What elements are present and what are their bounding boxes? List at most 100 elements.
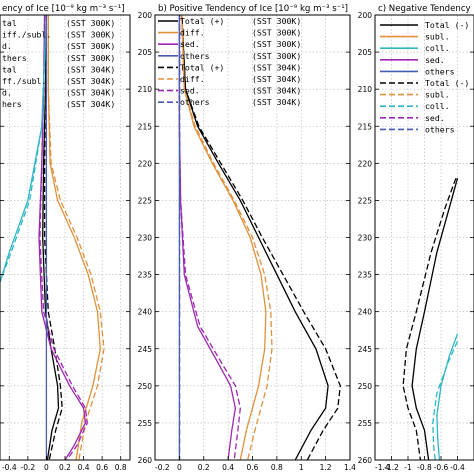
panel-b: 200 205 210 215 220 225 230 235 240 245 250 255 260-… xyxy=(138,4,357,472)
legend-label-b-0: Total (+) xyxy=(180,16,224,26)
tick-label-y-c-210: 210 xyxy=(358,85,373,94)
legend-label-b-4: Total (+) xyxy=(180,62,224,72)
chart-title-a: ency of Ice [10⁻⁹ kg m⁻³ s⁻¹] xyxy=(2,4,125,14)
series-group-a xyxy=(0,15,105,460)
legend-sst-a-6: (SST 304K) xyxy=(66,88,115,98)
tick-label-x-c--0.8: -0.8 xyxy=(417,463,432,472)
tick-label-x-c--1.4: -1.4 xyxy=(375,463,390,472)
legend-label-a-3: thers xyxy=(2,53,27,63)
tick-label-y-b-220: 220 xyxy=(138,159,153,168)
tick-label-x-b-0.2: 0.2 xyxy=(198,463,210,472)
series-line-b-1 xyxy=(181,15,341,460)
legend-sst-a-0: (SST 300K) xyxy=(66,18,115,28)
tick-label-y-c-245: 245 xyxy=(358,345,373,354)
series-line-b-0 xyxy=(181,15,329,460)
legend-label-a-5: ff./subl. xyxy=(2,76,46,86)
legend-sst-b-1: (SST 300K) xyxy=(252,28,301,38)
legend-sst-a-1: (SST 300K) xyxy=(66,30,115,40)
legend-sst-a-4: (SST 304K) xyxy=(66,64,115,74)
legend-sst-b-3: (SST 300K) xyxy=(252,51,301,61)
series-line-a-3 xyxy=(47,15,105,460)
tick-label-y-c-205: 205 xyxy=(358,48,373,57)
series-group-c xyxy=(402,177,459,460)
legend-label-b-7: others xyxy=(180,97,210,107)
chart-title-c: c) Negative Tendency xyxy=(378,4,471,14)
series-line-a-4 xyxy=(38,15,87,460)
tick-label-y-c-255: 255 xyxy=(358,419,373,428)
series-line-a-1 xyxy=(43,15,63,460)
tick-label-y-b-230: 230 xyxy=(138,234,153,243)
tick-label-x-b-1.4: 1.4 xyxy=(344,463,356,472)
tick-label-y-c-260: 260 xyxy=(358,456,373,465)
legend-sst-b-5: (SST 304K) xyxy=(252,74,301,84)
series-line-c-2 xyxy=(436,333,459,460)
tick-label-y-c-235: 235 xyxy=(358,271,373,280)
tick-label-x-a-0.2: 0.2 xyxy=(59,463,71,472)
tick-label-y-b-245: 245 xyxy=(138,345,153,354)
legend-label-a-4: tal xyxy=(2,64,17,74)
legend-label-c-1: subl. xyxy=(425,32,450,42)
tick-label-y-b-255: 255 xyxy=(138,419,153,428)
legend-label-a-7: hers xyxy=(2,99,22,109)
legend-sst-b-2: (SST 300K) xyxy=(252,39,301,49)
panel-a: -0.4 -0.2 0 0.2 0.4 0.6 0.8 ency of Ice [10⁻⁹ k… xyxy=(0,4,131,472)
tick-label-y-b-260: 260 xyxy=(138,456,153,465)
tick-label-x-c--1: -1 xyxy=(404,463,412,472)
legend-label-a-0: tal xyxy=(2,18,17,28)
tick-label-y-c-250: 250 xyxy=(358,382,373,391)
tick-label-x-a-0.4: 0.4 xyxy=(78,463,90,472)
tick-label-x-a--0.4: -0.4 xyxy=(2,463,17,472)
legend-sst-a-5: (SST 304K) xyxy=(66,76,115,86)
tick-label-y-b-200: 200 xyxy=(138,11,153,20)
tick-label-x-b-0.6: 0.6 xyxy=(247,463,259,472)
series-line-a-5 xyxy=(39,15,88,460)
tick-label-x-c--0.4: -0.4 xyxy=(450,463,465,472)
tick-label-x-b-0: 0 xyxy=(177,463,182,472)
tick-label-x-a-0: 0 xyxy=(44,463,49,472)
tick-label-y-b-250: 250 xyxy=(138,382,153,391)
series-line-c-1 xyxy=(402,177,457,460)
chart-title-b: b) Positive Tendency of Ice [10⁻⁹ kg m⁻³… xyxy=(158,4,348,14)
series-line-b-2 xyxy=(181,15,267,460)
legend-sst-b-0: (SST 300K) xyxy=(252,16,301,26)
tick-label-x-b-0.4: 0.4 xyxy=(222,463,234,472)
tick-label-x-c--1.2: -1.2 xyxy=(384,463,399,472)
legend-sst-a-7: (SST 304K) xyxy=(66,99,115,109)
tick-label-y-c-220: 220 xyxy=(358,159,373,168)
legend-label-b-6: sed. xyxy=(180,86,200,96)
tick-label-y-b-240: 240 xyxy=(138,308,153,317)
tick-label-y-c-225: 225 xyxy=(358,196,373,205)
legend-sst-b-7: (SST 304K) xyxy=(252,97,301,107)
series-line-c-3 xyxy=(432,341,459,460)
tick-label-y-c-230: 230 xyxy=(358,234,373,243)
legend-sst-a-3: (SST 300K) xyxy=(66,53,115,63)
tick-label-y-b-215: 215 xyxy=(138,122,153,131)
series-line-a-7 xyxy=(0,15,48,283)
panel-c: 200205210215220225230235240245250255260-… xyxy=(358,4,474,472)
legend-label-a-6: d. xyxy=(2,88,12,98)
legend-label-b-2: sed. xyxy=(180,39,200,49)
legend-label-b-1: diff. xyxy=(180,28,205,38)
legend-label-c-8: sed. xyxy=(425,113,445,123)
tick-label-y-c-240: 240 xyxy=(358,308,373,317)
tick-label-x-a-0.6: 0.6 xyxy=(96,463,108,472)
tick-label-x-b-0.8: 0.8 xyxy=(271,463,283,472)
legend-label-c-3: sed. xyxy=(425,55,445,65)
tick-label-x-b--0.2: -0.2 xyxy=(155,463,170,472)
tick-label-y-b-205: 205 xyxy=(138,48,153,57)
tick-label-y-c-215: 215 xyxy=(358,122,373,131)
legend-label-a-1: iff./subl. xyxy=(2,30,51,40)
series-line-a-2 xyxy=(47,15,101,460)
series-line-c-0 xyxy=(411,178,459,460)
legend-sst-a-2: (SST 300K) xyxy=(66,41,115,51)
tick-label-y-b-235: 235 xyxy=(138,271,153,280)
legend-sst-b-4: (SST 304K) xyxy=(252,62,301,72)
tick-label-y-c-200: 200 xyxy=(358,11,373,20)
legend-label-b-5: diff. xyxy=(180,74,205,84)
series-line-b-3 xyxy=(181,15,273,460)
legend-label-c-6: subl. xyxy=(425,90,450,100)
tick-label-x-b-1: 1 xyxy=(299,463,304,472)
legend-label-c-7: coll. xyxy=(425,101,450,111)
legend-label-c-0: Total (-) xyxy=(425,20,469,30)
